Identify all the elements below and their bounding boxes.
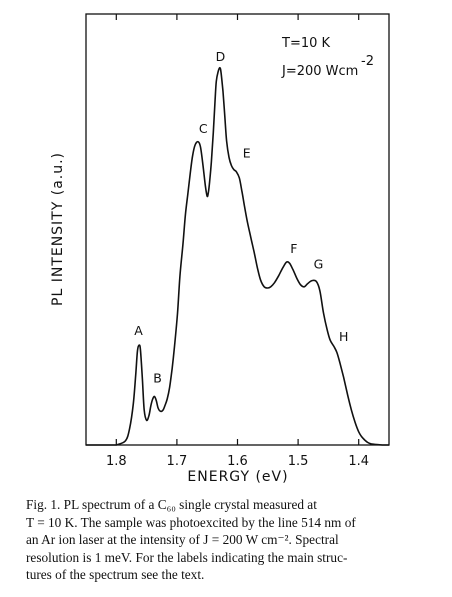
peak-label-e: E [243,146,251,161]
peak-label-c: C [199,121,208,136]
peak-label-g: G [314,257,324,272]
caption-line: an Ar ion laser at the intensity of J = … [26,532,339,548]
caption-line: T = 10 K. The sample was photoexcited by… [26,514,356,530]
x-tick-label: 1.6 [227,454,248,469]
peak-label-h: H [339,329,348,344]
pl-spectrum-chart: 1.8 1.7 1.6 1.5 1.4 A B C D E F G H T=10 K J=200 Wc… [50,13,390,485]
peak-label-f: F [290,241,297,256]
x-axis-ticks: 1.8 1.7 1.6 1.5 1.4 [106,14,369,469]
x-tick-label: 1.5 [288,454,309,469]
caption-line: tures of the spectrum see the text. [26,567,205,583]
figure-caption: Fig. 1. PL spectrum of a C₆₀ single crys… [26,496,436,584]
spectrum-line [86,66,389,446]
x-tick-label: 1.7 [167,454,188,469]
peak-label-d: D [216,49,226,64]
x-tick-label: 1.4 [348,454,369,469]
peak-label-a: A [134,323,143,338]
x-axis-label: ENERGY (eV) [187,469,288,485]
caption-line: Fig. 1. PL spectrum of a C₆₀ single crys… [26,497,317,512]
peak-label-b: B [153,370,162,385]
intensity-annotation: J=200 Wcm [281,64,358,79]
intensity-exponent: -2 [361,54,374,69]
caption-line: resolution is 1 meV. For the labels indi… [26,549,348,565]
y-axis-label: PL INTENSITY (a.u.) [50,152,66,306]
temperature-annotation: T=10 K [281,36,331,51]
peak-labels: A B C D E F G H [134,49,348,385]
x-tick-label: 1.8 [106,454,127,469]
